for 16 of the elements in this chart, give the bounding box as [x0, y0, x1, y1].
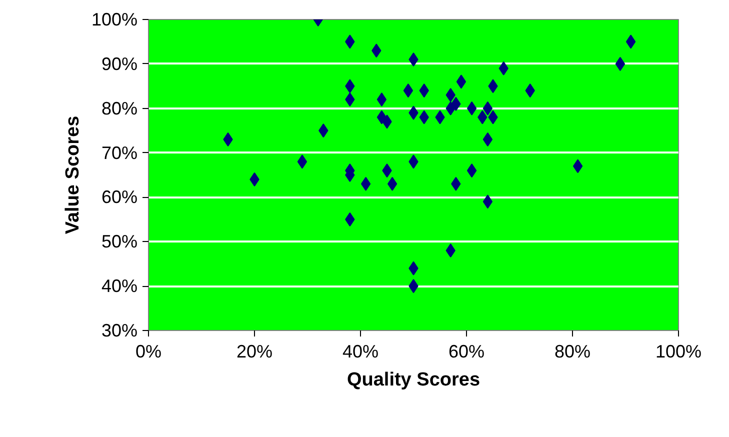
x-tick-label: 80% [554, 342, 591, 362]
y-tick-label: 30% [101, 320, 138, 340]
y-tick-label: 100% [91, 10, 138, 30]
x-axis-title: Quality Scores [346, 370, 480, 390]
y-tick-label: 80% [101, 98, 138, 118]
y-tick-label: 40% [101, 276, 138, 296]
x-tick-label: 60% [448, 342, 485, 362]
x-tick-label: 0% [135, 342, 162, 362]
y-axis-title: Value Scores [62, 116, 84, 234]
y-tick-label: 70% [101, 142, 138, 163]
x-tick-label: 40% [342, 342, 379, 362]
y-tick-label: 60% [101, 187, 138, 208]
x-tick-label: 20% [236, 342, 273, 362]
y-tick-label: 50% [101, 232, 138, 252]
x-tick-label: 100% [655, 342, 702, 362]
y-tick-label: 90% [101, 54, 138, 74]
